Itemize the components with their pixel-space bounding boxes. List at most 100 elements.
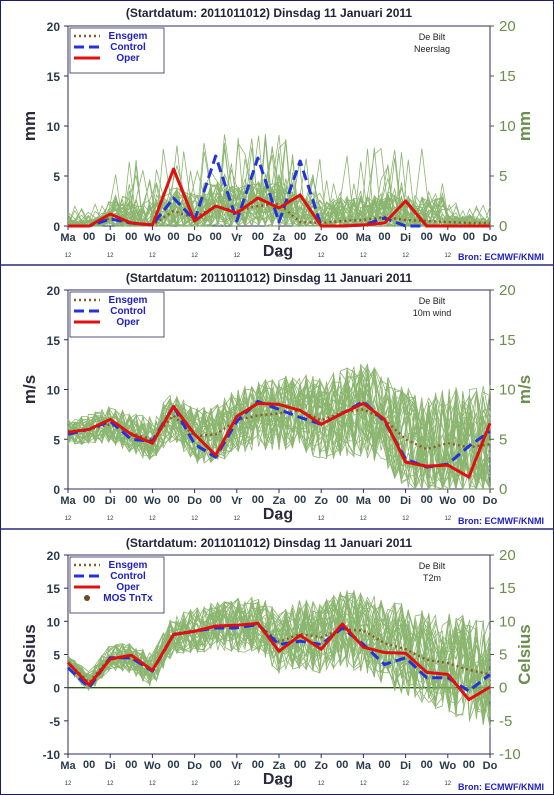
x-day-label: Ma [60,232,76,244]
x-day-label: Ma [60,495,76,507]
y-tick-label: -10 [43,748,61,762]
x-hour-label: 12 [149,516,156,522]
x-day-label: Zo [314,232,328,244]
series-line-oper [67,401,492,479]
x-midnight-label: 00 [167,231,179,243]
y-tick-label: 5 [53,433,60,447]
x-hour-label: 12 [318,516,325,522]
x-midnight-label: 00 [421,494,433,506]
x-day-label: Wo [144,495,161,507]
x-hour-label: 12 [65,781,72,787]
ensemble-member-line [67,372,491,490]
x-midnight-label: 00 [294,231,306,243]
x-midnight-label: 00 [421,231,433,243]
x-hour-label: 12 [318,781,325,787]
x-midnight-label: 00 [83,231,95,243]
x-axis-label: Dag [263,771,293,788]
x-midnight-label: 00 [167,494,179,506]
x-hour-label: 12 [360,781,367,787]
x-midnight-label: 00 [294,759,306,771]
x-day-label: Do [483,495,498,507]
y-tick-label-right: 10 [499,382,516,399]
y-tick-label-right: 10 [499,118,516,135]
x-hour-label: 12 [444,781,451,787]
chart-panel-3: (Startdatum: 2011011012) Dinsdag 11 Janu… [20,536,544,792]
x-hour-label: 12 [276,253,283,259]
ensemble-member-line [67,151,491,228]
legend-label: MOS TnTx [103,593,153,604]
y-tick-label: 20 [47,549,61,563]
x-day-label: Di [400,760,411,772]
x-day-label: Wo [144,760,161,772]
x-day-label: Do [483,232,498,244]
y-tick-label: 15 [47,334,61,348]
x-day-label: Di [400,232,411,244]
x-midnight-label: 00 [421,759,433,771]
legend-label: Control [110,42,146,53]
x-hour-label: 12 [191,781,198,787]
chart-panel-1: (Startdatum: 2011011012) Dinsdag 11 Janu… [20,6,544,262]
ensemble-member-line [67,591,491,721]
y-axis-label: m/s [20,375,39,404]
x-day-label: Do [187,495,202,507]
x-day-label: Di [105,495,116,507]
x-midnight-label: 00 [463,494,475,506]
legend-marker-mos [84,595,90,601]
x-day-label: Di [105,232,116,244]
y-tick-label-right: 15 [499,68,516,85]
x-day-label: Ma [356,232,372,244]
x-midnight-label: 00 [378,759,390,771]
x-hour-label: 12 [65,516,72,522]
chart-panel-2: (Startdatum: 2011011012) Dinsdag 11 Janu… [20,271,544,526]
y-tick-label-right: 10 [499,613,516,630]
source-label: Bron: ECMWF/KNMI [458,516,544,526]
series-line-ensgem [68,202,490,228]
y-tick-label: -5 [49,715,60,729]
x-midnight-label: 00 [83,494,95,506]
x-axis-label: Dag [263,243,293,260]
y-tick-label-right: 0 [499,481,507,498]
x-midnight-label: 00 [252,494,264,506]
ensemble-member-line [67,134,491,228]
x-hour-label: 12 [318,253,325,259]
x-midnight-label: 00 [378,494,390,506]
x-day-label: Zo [314,495,328,507]
x-midnight-label: 00 [336,759,348,771]
series-line-ensgem [67,408,491,451]
x-day-label: Di [400,495,411,507]
x-midnight-label: 00 [125,231,137,243]
x-day-label: Vr [231,232,243,244]
series-line-control [67,399,491,469]
x-hour-label: 12 [276,781,283,787]
y-tick-label-right: 0 [499,218,507,235]
source-label: Bron: ECMWF/KNMI [458,252,544,262]
y-tick-label-right: 20 [499,18,516,35]
source-label: Bron: ECMWF/KNMI [458,782,544,792]
x-hour-label: 12 [360,253,367,259]
x-hour-label: 12 [444,516,451,522]
y-tick-label-right: 5 [499,647,507,664]
x-hour-label: 12 [402,253,409,259]
x-midnight-label: 00 [463,231,475,243]
ensemble-member-line [67,603,491,722]
x-midnight-label: 00 [210,231,222,243]
y-tick-label-right: 20 [499,547,516,564]
x-day-label: Do [187,760,202,772]
y-tick-label: 15 [47,582,61,596]
legend-label: Ensgem [109,295,148,306]
x-day-label: Do [483,760,498,772]
y-tick-label-right: 20 [499,282,516,299]
station-label: De Bilt [419,296,446,306]
ensemble-member-line [67,188,491,228]
x-midnight-label: 00 [252,231,264,243]
x-midnight-label: 00 [125,494,137,506]
x-day-label: Za [273,232,287,244]
variable-label: T2m [423,573,441,583]
ensemble-member-line [67,165,491,228]
x-day-label: Ma [60,760,76,772]
x-hour-label: 12 [402,516,409,522]
y-axis-label-right: Celsius [515,624,534,684]
